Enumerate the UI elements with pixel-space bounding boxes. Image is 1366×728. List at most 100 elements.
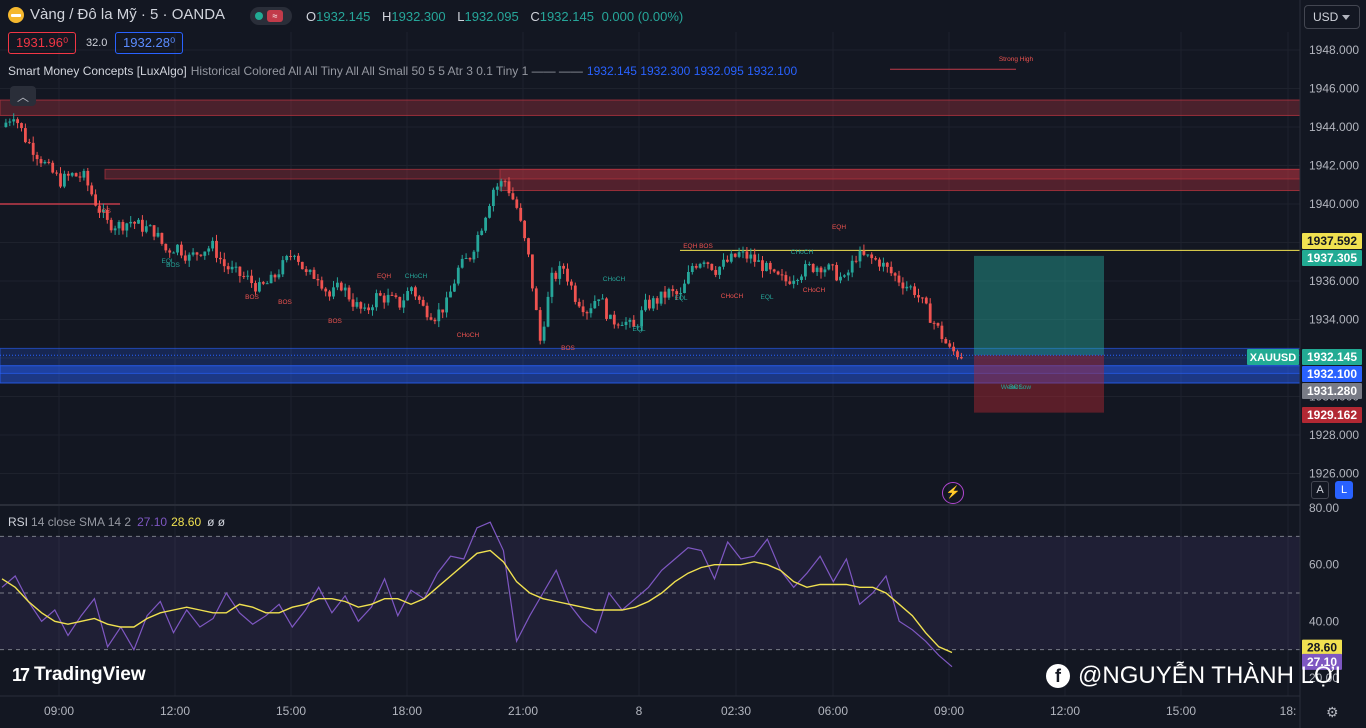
candle-body [371, 307, 374, 311]
smc-label: CHoCH [405, 273, 428, 280]
candlesticks[interactable] [4, 113, 963, 360]
watermark-text: @NGUYỄN THÀNH LỢI [1078, 662, 1342, 689]
candle-body [811, 263, 815, 272]
candle-body [839, 276, 842, 281]
candle-body [562, 265, 565, 269]
close-value: 1932.145 [539, 9, 594, 24]
buy-button[interactable]: 1932.28⁰ [115, 32, 184, 54]
smc-label: CHoCH [721, 293, 744, 300]
candle-body [733, 253, 737, 257]
discount-zone [0, 365, 1300, 384]
indicator-legend[interactable]: Smart Money Concepts [LuxAlgo] Historical… [8, 64, 797, 78]
candle-body [882, 262, 885, 267]
candle-body [640, 310, 643, 327]
sell-button[interactable]: 1931.96⁰ [8, 32, 77, 54]
candle-body [573, 285, 577, 302]
candle-body [944, 339, 948, 344]
candle-body [105, 209, 109, 220]
candle-body [729, 253, 733, 262]
candle-body [940, 325, 944, 340]
candle-body [503, 181, 507, 183]
smc-label: CHoCH [457, 332, 480, 339]
candle-body [484, 217, 487, 231]
candle-body [757, 260, 760, 262]
candle-body [499, 181, 503, 187]
candle-body [472, 251, 476, 260]
candle-body [254, 283, 257, 292]
candle-body [308, 269, 312, 272]
candle-body [320, 280, 324, 289]
candle-body [59, 173, 62, 187]
low-value: 1932.095 [464, 9, 519, 24]
candle-body [164, 243, 168, 251]
candle-body [417, 296, 421, 300]
candle-body [378, 293, 382, 296]
high-value: 1932.300 [391, 9, 446, 24]
candle-body [250, 275, 253, 284]
candle-body [593, 301, 597, 309]
candle-body [878, 259, 881, 267]
candle-body [542, 326, 546, 341]
time-axis[interactable]: 09:00 12:00 15:00 18:00 21:00 8 02:30 06:00 09:0… [44, 704, 1296, 718]
smc-label: BOS [166, 262, 180, 269]
time-tick-label: 09:00 [934, 704, 964, 718]
candle-body [870, 254, 874, 259]
candle-body [897, 275, 901, 283]
candle-body [363, 307, 367, 309]
rsi-legend[interactable]: RSI 14 close SMA 14 2 27.10 28.60 ø ø [8, 515, 225, 529]
market-status-toggle[interactable]: ≈ [250, 7, 292, 25]
price-tick-label: 1944.000 [1309, 120, 1359, 134]
candle-body [776, 271, 780, 275]
smc-label: BOS [278, 299, 292, 306]
long-position-target [974, 255, 1104, 356]
lightning-icon[interactable]: ⚡ [942, 482, 964, 504]
candle-body [624, 321, 628, 325]
candle-body [628, 319, 632, 322]
candle-body [129, 221, 133, 224]
price-tick-label: 1948.000 [1309, 43, 1359, 57]
candle-body [328, 291, 331, 297]
price-tick-label: 1928.000 [1309, 428, 1359, 442]
candle-body [94, 194, 97, 206]
time-tick-label: 18: [1280, 704, 1297, 718]
candle-body [893, 273, 897, 276]
rsi-value-label-bg [1302, 653, 1342, 670]
smc-label: Strong High [999, 56, 1034, 63]
candle-body [714, 269, 718, 275]
candle-body [671, 289, 675, 292]
candle-body [102, 209, 105, 213]
candle-body [507, 181, 511, 194]
candle-body [885, 262, 889, 267]
candle-body [343, 287, 347, 291]
smc-zones [0, 68, 1300, 413]
chevron-up-icon[interactable]: ︿ [10, 86, 36, 106]
candle-body [144, 226, 148, 232]
candle-body [324, 288, 328, 292]
gold-coin-icon [8, 6, 24, 23]
candle-body [492, 189, 495, 207]
candle-body [421, 299, 425, 306]
candle-body [300, 261, 304, 270]
candle-body [648, 299, 651, 309]
symbol-title[interactable]: Vàng / Đô la Mỹ · 5 · OANDA [8, 6, 225, 23]
rsi-params: 14 close SMA 14 2 [31, 515, 132, 529]
log-scale-button[interactable]: L [1335, 481, 1353, 499]
currency-select[interactable]: USD [1304, 5, 1360, 29]
auto-scale-button[interactable]: A [1311, 481, 1329, 499]
candle-body [304, 269, 308, 272]
candle-body [27, 142, 31, 144]
tradingview-logo-text: TradingView [34, 664, 146, 685]
rsi-ma-line [1, 549, 953, 654]
candle-body [86, 170, 90, 186]
high-label: H [381, 9, 392, 24]
candle-body [737, 252, 741, 257]
candle-body [659, 291, 663, 304]
gear-icon[interactable]: ⚙ [1326, 704, 1339, 720]
smc-label: CHoCH [791, 249, 814, 256]
candle-body [749, 254, 753, 259]
candle-body [815, 267, 819, 272]
candle-body [800, 276, 803, 280]
candle-body [238, 266, 242, 277]
smc-annotations: BOS BOS BOS BOS BOS BOS EQH CHoCH CHoCH CHoCH EQL E… [97, 56, 1033, 391]
